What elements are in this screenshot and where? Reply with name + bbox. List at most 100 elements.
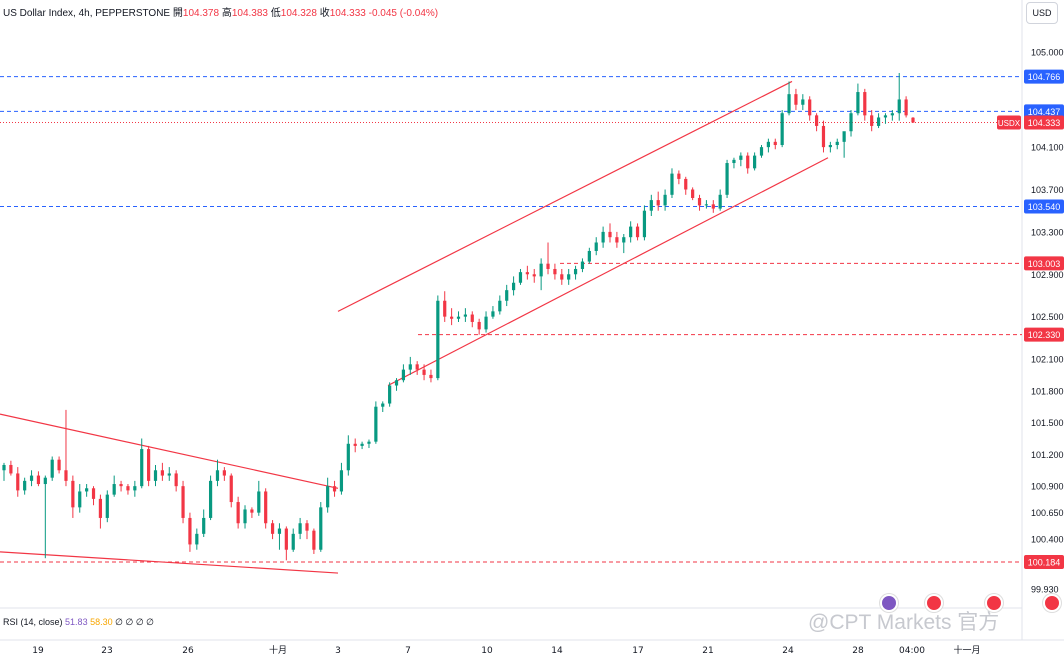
- candle-body: [759, 147, 764, 156]
- candle: [429, 369, 433, 383]
- y-tick-label: 104.100: [1031, 143, 1064, 153]
- candle-body: [456, 316, 461, 319]
- lightning-event-icon[interactable]: [880, 594, 898, 612]
- candle: [243, 505, 247, 529]
- candle-body: [684, 178, 688, 190]
- currency-button[interactable]: USD: [1026, 2, 1058, 24]
- candle: [684, 176, 688, 195]
- y-tick-label: 101.800: [1031, 386, 1064, 396]
- candle-body: [691, 189, 695, 198]
- candle-body: [388, 385, 392, 404]
- candle: [787, 81, 791, 116]
- symbol-badge-label: USDX: [998, 119, 1021, 128]
- x-tick-label: 7: [405, 646, 411, 656]
- symbol-title: US Dollar Index, 4h, PEPPERSTONE: [3, 8, 171, 19]
- candle: [718, 189, 722, 211]
- us-flag-event-icon[interactable]: [1043, 594, 1061, 612]
- candle: [739, 152, 743, 167]
- candle: [215, 459, 220, 487]
- candle-body: [484, 316, 488, 330]
- candle-body: [477, 321, 481, 330]
- candle: [525, 265, 529, 280]
- candle: [697, 194, 702, 211]
- candle-body: [511, 282, 516, 291]
- candle-body: [814, 115, 819, 126]
- candle-body: [608, 231, 612, 238]
- candle: [147, 445, 151, 487]
- candle: [208, 475, 213, 521]
- candle-body: [601, 231, 605, 243]
- candle: [849, 110, 853, 137]
- y-tick-label: 99.930: [1031, 584, 1059, 594]
- candle: [780, 110, 784, 148]
- candle-body: [326, 486, 330, 508]
- candle-body: [911, 117, 915, 123]
- candle-body: [50, 459, 54, 478]
- chart-header: US Dollar Index, 4h, PEPPERSTONE 開104.37…: [3, 4, 438, 19]
- candle-body: [649, 200, 653, 211]
- candle: [140, 438, 144, 489]
- y-tick-label: 102.500: [1031, 312, 1064, 322]
- candle: [119, 480, 123, 492]
- candle-body: [215, 470, 220, 481]
- candle: [890, 110, 894, 121]
- rsi-value-1: 51.83: [65, 617, 88, 627]
- candle: [415, 361, 419, 375]
- candle-body: [312, 530, 316, 550]
- candle: [814, 113, 819, 132]
- candle: [250, 507, 254, 518]
- candle-body: [167, 473, 171, 476]
- candle: [277, 523, 282, 550]
- candle-body: [229, 475, 233, 503]
- candle: [450, 308, 454, 326]
- candle-body: [821, 125, 826, 148]
- candle-body: [319, 507, 323, 550]
- candle: [153, 464, 158, 487]
- candle: [57, 456, 61, 474]
- candle-body: [883, 115, 888, 118]
- rsi-legend[interactable]: RSI (14, close) 51.83 58.30 ∅ ∅ ∅ ∅: [3, 617, 154, 628]
- level-value: 104.437: [1028, 107, 1061, 117]
- candle: [16, 467, 20, 497]
- candle-body: [270, 523, 275, 534]
- x-tick-label: 十一月: [953, 644, 980, 656]
- level-badge: [1024, 256, 1064, 271]
- candle-body: [126, 486, 130, 491]
- candle: [188, 512, 192, 552]
- us-flag-event-icon[interactable]: [985, 594, 1003, 612]
- level-badge: [1024, 555, 1064, 570]
- candle: [312, 528, 316, 554]
- candle: [732, 157, 736, 169]
- candle-body: [236, 502, 240, 524]
- candle-body: [849, 113, 853, 132]
- candle: [615, 231, 619, 248]
- candle-body: [181, 486, 185, 518]
- candle-body: [470, 314, 474, 322]
- candle: [821, 120, 826, 153]
- candle-body: [518, 272, 523, 283]
- candle-body: [828, 145, 832, 148]
- candle: [518, 268, 523, 285]
- y-tick-label: 105.000: [1031, 47, 1064, 57]
- y-tick-label: 100.400: [1031, 535, 1064, 545]
- candle: [587, 247, 591, 264]
- candle-body: [787, 94, 791, 114]
- candle: [691, 187, 695, 201]
- open-label: 開: [172, 8, 183, 19]
- candle: [167, 467, 171, 481]
- us-flag-event-icon[interactable]: [925, 594, 943, 612]
- candle-body: [29, 475, 34, 481]
- candle-body: [147, 449, 151, 481]
- candle: [367, 439, 371, 449]
- candle-body: [780, 113, 784, 146]
- candle: [353, 438, 357, 453]
- trendline: [0, 413, 339, 489]
- candle: [746, 152, 750, 174]
- candle-body: [339, 470, 344, 492]
- candle-body: [250, 509, 254, 513]
- current-price-value: 104.333: [1028, 118, 1061, 128]
- candle-body: [711, 204, 715, 209]
- candle: [195, 528, 199, 550]
- candle: [105, 490, 109, 523]
